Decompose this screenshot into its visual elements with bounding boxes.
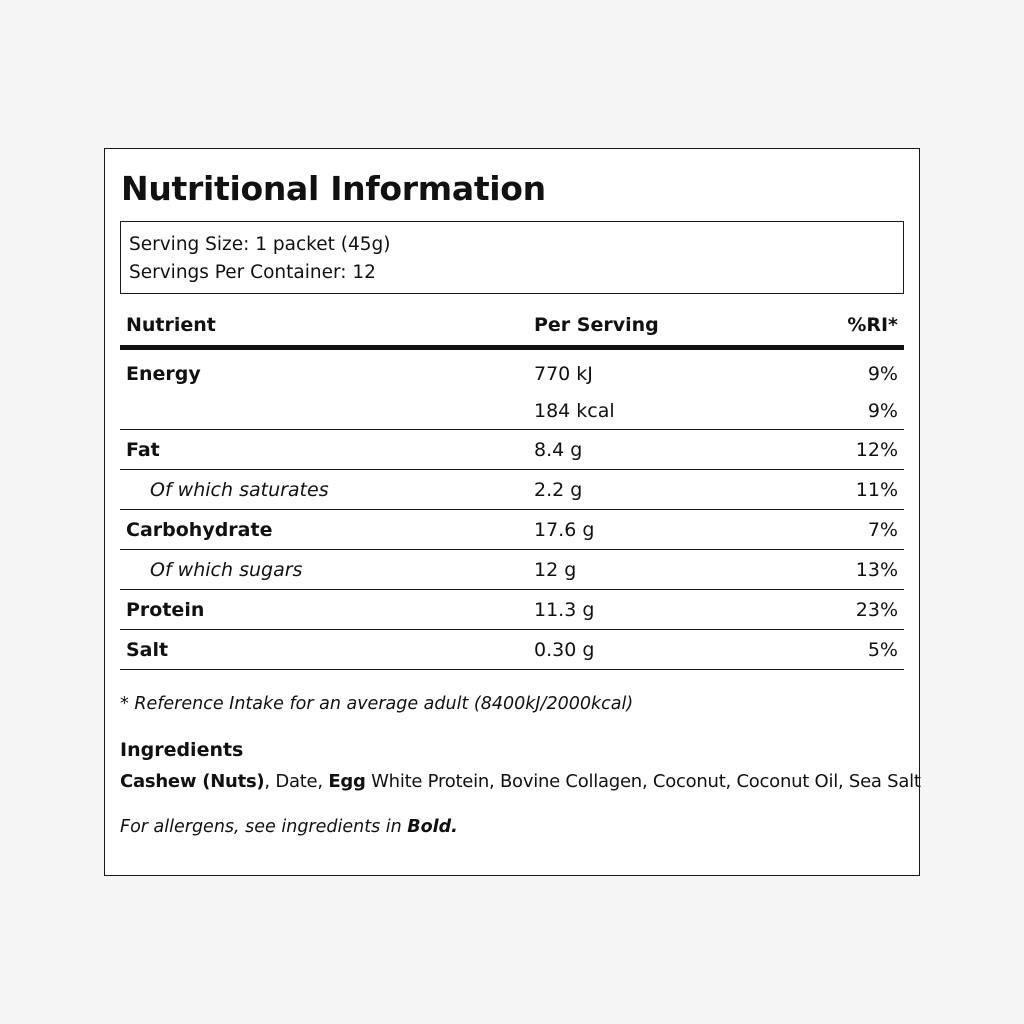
nutrient-name: Carbohydrate <box>126 518 273 541</box>
ingredient-text: White Protein, Bovine Collagen, Coconut,… <box>365 771 921 792</box>
per-serving-value: 2.2 g <box>534 478 583 501</box>
ingredient-allergen: Cashew (Nuts) <box>120 771 265 792</box>
ri-value: 7% <box>867 518 898 541</box>
nutrient-name: Protein <box>126 598 205 621</box>
table-row-saturates: Of which saturates 2.2 g 11% <box>120 470 904 510</box>
header-nutrient: Nutrient <box>126 314 216 336</box>
table-row-fat: Fat 8.4 g 12% <box>120 430 904 470</box>
servings-per-container: Servings Per Container: 12 <box>129 262 376 283</box>
ingredient-text: , Date, <box>264 771 329 792</box>
ingredients-heading: Ingredients <box>120 739 244 761</box>
ri-value: 11% <box>855 478 898 501</box>
per-serving-value: 11.3 g <box>534 598 595 621</box>
allergen-note-emphasis: Bold. <box>407 817 458 837</box>
nutrient-table: Nutrient Per Serving %RI* Energy 770 kJ … <box>120 307 904 670</box>
ri-value: 13% <box>855 558 898 581</box>
ingredient-allergen: Egg <box>328 771 366 792</box>
allergen-note-text: For allergens, see ingredients in <box>120 817 408 837</box>
ri-value: 12% <box>855 438 898 461</box>
ri-value: 9% <box>867 362 898 385</box>
table-row-energy-kcal: 184 kcal 9% <box>120 393 904 430</box>
ri-value: 5% <box>867 638 898 661</box>
allergen-note: For allergens, see ingredients in Bold. <box>120 817 458 837</box>
per-serving-value: 8.4 g <box>534 438 583 461</box>
nutrient-name: Fat <box>126 438 160 461</box>
table-row-carbohydrate: Carbohydrate 17.6 g 7% <box>120 510 904 550</box>
table-row-energy-kj: Energy 770 kJ 9% <box>120 350 904 393</box>
nutrient-name: Energy <box>126 362 201 385</box>
per-serving-value: 184 kcal <box>534 400 615 422</box>
table-row-protein: Protein 11.3 g 23% <box>120 590 904 630</box>
table-header-row: Nutrient Per Serving %RI* <box>120 307 904 350</box>
header-ri: %RI* <box>847 314 898 336</box>
nutrient-name: Of which sugars <box>150 558 303 581</box>
nutrition-label: Nutritional Information Serving Size: 1 … <box>104 148 921 876</box>
table-row-sugars: Of which sugars 12 g 13% <box>120 550 904 590</box>
header-per-serving: Per Serving <box>534 314 659 336</box>
per-serving-value: 12 g <box>534 558 577 581</box>
nutrient-name: Salt <box>126 638 169 661</box>
per-serving-value: 17.6 g <box>534 518 595 541</box>
table-row-salt: Salt 0.30 g 5% <box>120 630 904 670</box>
ri-footnote: * Reference Intake for an average adult … <box>120 694 634 714</box>
ingredients-list: Cashew (Nuts), Date, Egg White Protein, … <box>120 771 921 792</box>
per-serving-value: 770 kJ <box>534 362 593 385</box>
label-title: Nutritional Information <box>121 169 546 208</box>
ri-value: 23% <box>855 598 898 621</box>
serving-size: Serving Size: 1 packet (45g) <box>129 234 391 255</box>
ri-value: 9% <box>867 400 898 422</box>
per-serving-value: 0.30 g <box>534 638 595 661</box>
nutrient-name: Of which saturates <box>150 478 329 501</box>
serving-info-box: Serving Size: 1 packet (45g) Servings Pe… <box>120 221 904 294</box>
